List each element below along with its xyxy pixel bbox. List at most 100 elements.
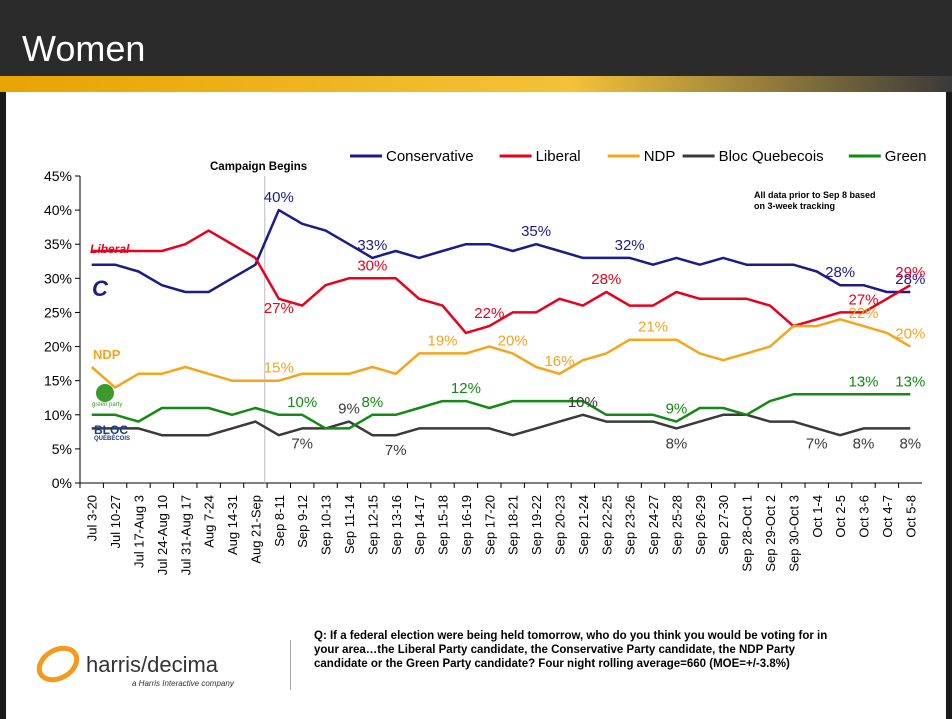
x-tick-label: Sep 27-30 xyxy=(716,495,731,555)
liberal-series-line xyxy=(91,229,911,335)
y-tick-label: 10% xyxy=(44,407,72,423)
green-data-label: 12% xyxy=(451,380,481,397)
footer-divider xyxy=(290,640,291,690)
conservative-logo-icon: C xyxy=(92,276,108,301)
ndp-data-label: 15% xyxy=(264,360,294,377)
x-tick-label: Sep 12-15 xyxy=(365,495,380,555)
x-tick-label: Sep 17-20 xyxy=(482,495,497,555)
bloc-logo: BLOC QUÉBÉCOIS xyxy=(94,423,131,444)
harris-decima-logo: harris/decima a Harris Interactive compa… xyxy=(34,642,274,692)
green-legend-label: Green xyxy=(885,148,927,165)
ndp-series-line xyxy=(90,318,911,389)
conservative-legend-label: Conservative xyxy=(386,148,474,165)
liberal-logo-text: Liberal xyxy=(90,242,130,256)
x-tick-label: Sep 23-26 xyxy=(623,495,638,555)
liberal-data-label: 27% xyxy=(849,291,879,308)
x-tick-label: Sep 28-Oct 1 xyxy=(740,495,755,572)
x-tick-label: Sep 24-27 xyxy=(646,495,661,555)
bloc-data-label: 7% xyxy=(385,442,407,459)
conservative-data-label: 40% xyxy=(264,189,294,206)
bloc-data-label: 7% xyxy=(291,435,313,452)
bloc-legend-label: Bloc Quebecois xyxy=(719,148,824,165)
y-tick-label: 15% xyxy=(44,373,72,389)
green-data-label: 13% xyxy=(895,373,925,390)
y-tick-label: 5% xyxy=(52,441,72,457)
x-tick-label: Sep 26-29 xyxy=(693,495,708,555)
bloc-data-label: 8% xyxy=(666,435,688,452)
x-tick-label: Sep 10-13 xyxy=(319,495,334,555)
bloc-data-label: 9% xyxy=(338,401,360,418)
conservative-data-label: 32% xyxy=(615,237,645,254)
x-tick-label: Aug 21-Sep xyxy=(248,495,263,564)
chart-panel xyxy=(0,92,952,719)
liberal-data-label: 30% xyxy=(357,257,387,274)
x-tick-label: Sep 30-Oct 3 xyxy=(786,495,801,572)
ndp-data-label: 19% xyxy=(428,332,458,349)
logo-swirl-icon xyxy=(36,645,80,683)
bloc-logo-sub: QUÉBÉCOIS xyxy=(94,436,131,442)
x-tick-label: Sep 22-25 xyxy=(599,495,614,555)
bloc-data-label: 7% xyxy=(806,435,828,452)
conservative-data-label: 35% xyxy=(521,223,551,240)
x-tick-label: Oct 3-6 xyxy=(857,495,872,538)
conservative-data-label: 33% xyxy=(357,237,387,254)
x-tick-label: Sep 13-16 xyxy=(389,495,404,555)
conservative-data-label: 28% xyxy=(825,264,855,281)
ndp-data-label: 16% xyxy=(544,353,574,370)
liberal-data-label: 22% xyxy=(474,305,504,322)
ndp-legend-label: NDP xyxy=(644,148,676,165)
x-tick-label: Sep 19-22 xyxy=(529,495,544,555)
conservative-series-line xyxy=(91,208,911,294)
x-tick-label: Jul 17-Aug 3 xyxy=(131,495,146,568)
green-data-label: 13% xyxy=(849,373,879,390)
bloc-logo-text: BLOC xyxy=(94,423,128,437)
green-logo-text: green party xyxy=(92,402,123,408)
x-tick-label: Sep 11-14 xyxy=(342,495,357,554)
liberal-data-label: 28% xyxy=(591,271,621,288)
campaign-begins-label: Campaign Begins xyxy=(210,161,308,173)
bloc-series-line xyxy=(91,413,911,437)
x-tick-label: Oct 2-5 xyxy=(833,495,848,538)
ndp-data-label: 20% xyxy=(498,332,528,349)
x-tick-label: Sep 8-11 xyxy=(272,495,287,547)
x-tick-label: Sep 29-Oct 2 xyxy=(763,495,778,572)
x-tick-label: Sep 16-19 xyxy=(459,495,474,555)
x-tick-label: Aug 7-24 xyxy=(202,495,217,548)
y-tick-label: 25% xyxy=(44,304,72,320)
x-tick-label: Jul 24-Aug 10 xyxy=(155,495,170,575)
x-tick-label: Oct 5-8 xyxy=(903,495,918,538)
green-data-label: 10% xyxy=(287,394,317,411)
liberal-data-label: 29% xyxy=(895,264,925,281)
y-tick-label: 40% xyxy=(44,202,72,218)
logo-name: harris/decima xyxy=(86,652,219,677)
x-tick-label: Jul 10-27 xyxy=(108,495,123,548)
y-tick-label: 45% xyxy=(44,168,72,184)
x-tick-label: Sep 14-17 xyxy=(412,495,427,555)
bloc-data-label: 10% xyxy=(568,394,598,411)
ndp-logo: NDP xyxy=(93,347,120,362)
green-series-line xyxy=(91,393,911,430)
y-tick-label: 30% xyxy=(44,270,72,286)
x-tick-label: Sep 20-23 xyxy=(552,495,567,555)
accent-bar xyxy=(0,76,952,92)
bloc-data-label: 8% xyxy=(853,435,875,452)
green-leaf-icon xyxy=(96,384,114,402)
bloc-data-label: 8% xyxy=(899,435,921,452)
liberal-logo: Liberal xyxy=(90,242,129,256)
y-tick-label: 20% xyxy=(44,339,72,355)
liberal-data-label: 27% xyxy=(264,300,294,317)
logo-tagline: a Harris Interactive company xyxy=(132,679,234,688)
x-tick-label: Aug 14-31 xyxy=(225,495,240,555)
x-tick-label: Jul 3-20 xyxy=(85,495,100,541)
x-tick-label: Jul 31-Aug 17 xyxy=(178,495,193,575)
ndp-data-label: 20% xyxy=(895,326,925,343)
survey-question: Q: If a federal election were being held… xyxy=(314,630,828,670)
conservative-data-label: 28% xyxy=(895,271,925,288)
green-data-label: 8% xyxy=(362,394,384,411)
x-tick-label: Oct 4-7 xyxy=(880,495,895,538)
y-tick-label: 35% xyxy=(44,236,72,252)
ndp-data-label: 21% xyxy=(638,319,668,336)
liberal-legend-label: Liberal xyxy=(536,148,581,165)
slide-title: Women xyxy=(22,28,146,69)
